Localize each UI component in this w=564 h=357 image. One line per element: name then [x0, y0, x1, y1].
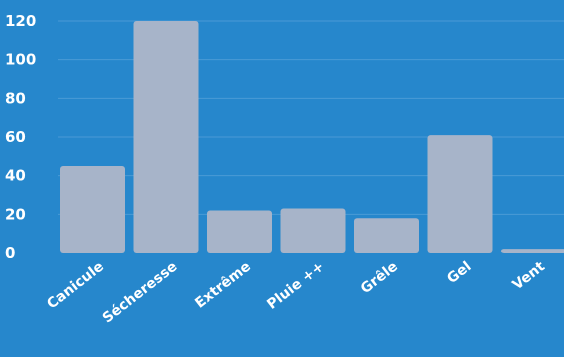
- bar-vent: [501, 249, 564, 253]
- x-category-label: Gel: [444, 259, 474, 287]
- y-tick-label: 20: [5, 205, 26, 223]
- bar-gel: [427, 135, 493, 253]
- bar-pluie-: [280, 208, 346, 253]
- x-category-label: Canicule: [44, 259, 107, 313]
- y-tick-label: 40: [5, 167, 26, 185]
- bars: [60, 21, 564, 253]
- bar-canicule: [60, 166, 125, 253]
- bar-sécheresse: [133, 21, 199, 253]
- x-category-label: Extrême: [192, 259, 254, 312]
- x-category-label: Grêle: [358, 259, 401, 298]
- y-tick-label: 100: [5, 51, 36, 69]
- x-category-label: Sécheresse: [100, 259, 181, 327]
- y-tick-label: 0: [5, 244, 15, 262]
- y-axis: 0 20 40 60 80 100 120: [5, 12, 36, 262]
- y-tick-label: 120: [5, 12, 36, 30]
- y-tick-label: 60: [5, 128, 26, 146]
- bar-grêle: [354, 218, 419, 253]
- y-tick-label: 80: [5, 89, 26, 107]
- x-category-label: Vent: [510, 258, 549, 293]
- x-category-label: Pluie ++: [264, 259, 327, 313]
- bar-extrême: [207, 210, 272, 253]
